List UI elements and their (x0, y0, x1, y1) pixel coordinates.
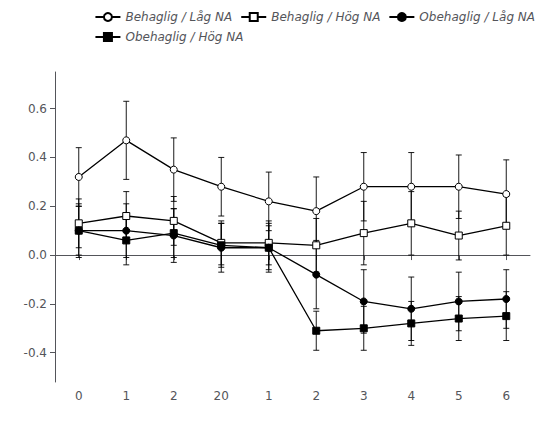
svg-text:Obehaglig / Hög NA: Obehaglig / Hög NA (125, 30, 243, 44)
svg-text:1: 1 (265, 389, 273, 403)
svg-text:-0.4: -0.4 (24, 346, 47, 360)
svg-text:1: 1 (122, 389, 130, 403)
svg-text:Behaglig / Hög NA: Behaglig / Hög NA (271, 10, 380, 24)
svg-text:2: 2 (312, 389, 320, 403)
svg-text:6: 6 (502, 389, 510, 403)
svg-text:0.2: 0.2 (28, 199, 47, 213)
svg-text:2: 2 (170, 389, 178, 403)
svg-text:0: 0 (75, 389, 83, 403)
svg-text:20: 20 (214, 389, 229, 403)
svg-text:4: 4 (407, 389, 415, 403)
svg-text:-0.2: -0.2 (24, 297, 47, 311)
svg-text:3: 3 (360, 389, 368, 403)
svg-text:0.6: 0.6 (28, 102, 47, 116)
svg-text:0.0: 0.0 (28, 248, 47, 262)
svg-text:Obehaglig / Låg NA: Obehaglig / Låg NA (419, 10, 535, 24)
svg-text:5: 5 (455, 389, 463, 403)
svg-text:0.4: 0.4 (28, 150, 47, 164)
svg-text:Behaglig / Låg NA: Behaglig / Låg NA (125, 10, 232, 24)
